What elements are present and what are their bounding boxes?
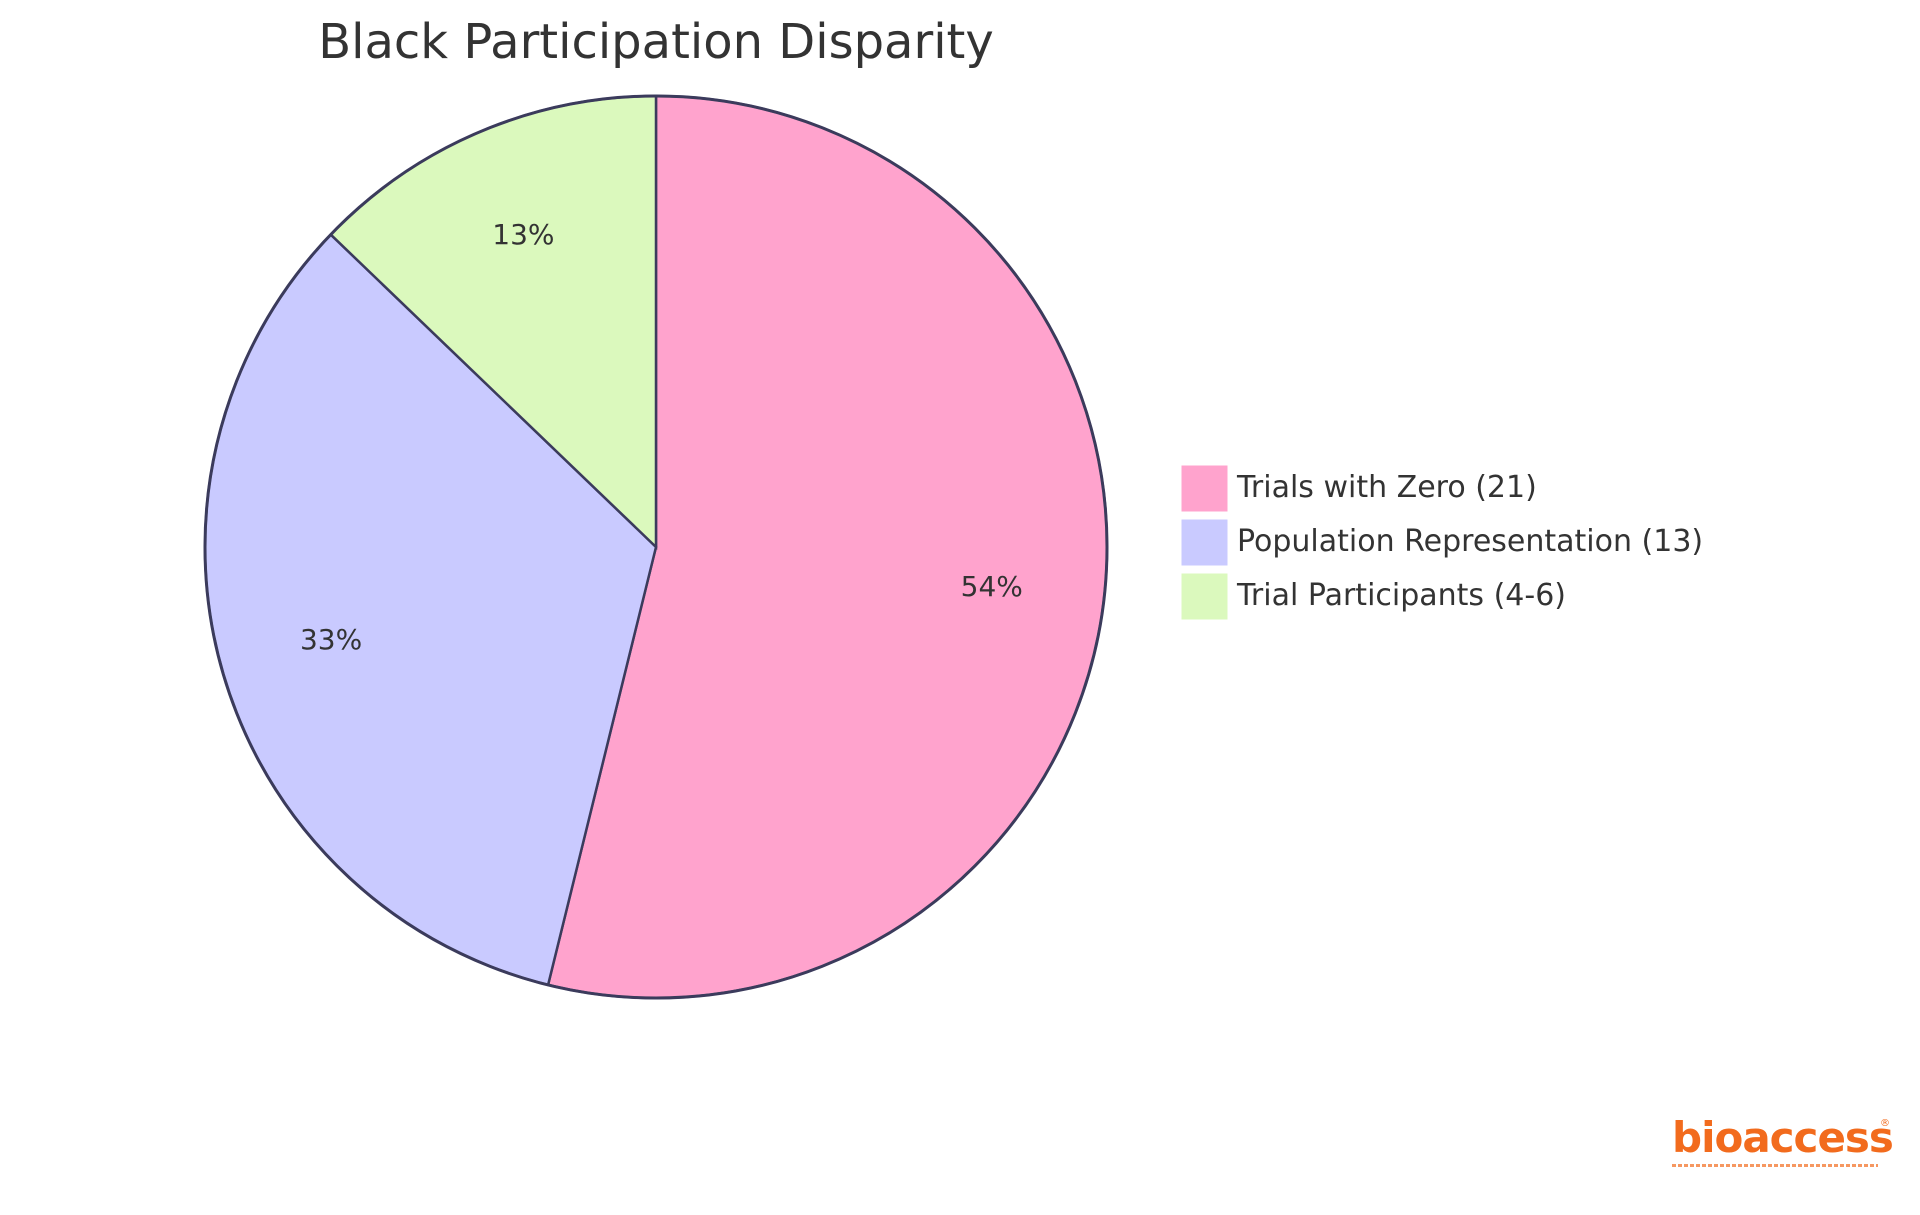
- legend-item: Trials with Zero (21): [1181, 465, 1537, 512]
- pie-slices: [203, 94, 1109, 1000]
- slice-percent-label: 13%: [492, 218, 554, 251]
- bioaccess-logo: bioaccess ®: [1672, 1113, 1894, 1176]
- legend-swatch: [1181, 519, 1228, 566]
- legend-item: Trial Participants (4-6): [1181, 573, 1566, 620]
- legend-item: Population Representation (13): [1181, 519, 1703, 566]
- legend: Trials with Zero (21) Population Represen…: [1181, 465, 1703, 620]
- legend-label: Population Representation (13): [1237, 524, 1703, 559]
- pie-slice-labels: 54% 33% 13%: [300, 218, 1023, 656]
- slice-percent-label: 33%: [300, 623, 362, 656]
- logo-registered-mark: ®: [1880, 1118, 1890, 1129]
- legend-swatch: [1181, 465, 1228, 512]
- legend-label: Trial Participants (4-6): [1236, 578, 1566, 613]
- chart-title: Black Participation Disparity: [318, 14, 994, 70]
- logo-tagline: [1672, 1164, 1878, 1167]
- legend-label: Trials with Zero (21): [1236, 470, 1537, 505]
- pie-outline: [203, 94, 1109, 1000]
- legend-swatch: [1181, 573, 1228, 620]
- slice-percent-label: 54%: [961, 570, 1023, 603]
- logo-wordmark: bioaccess: [1672, 1113, 1894, 1162]
